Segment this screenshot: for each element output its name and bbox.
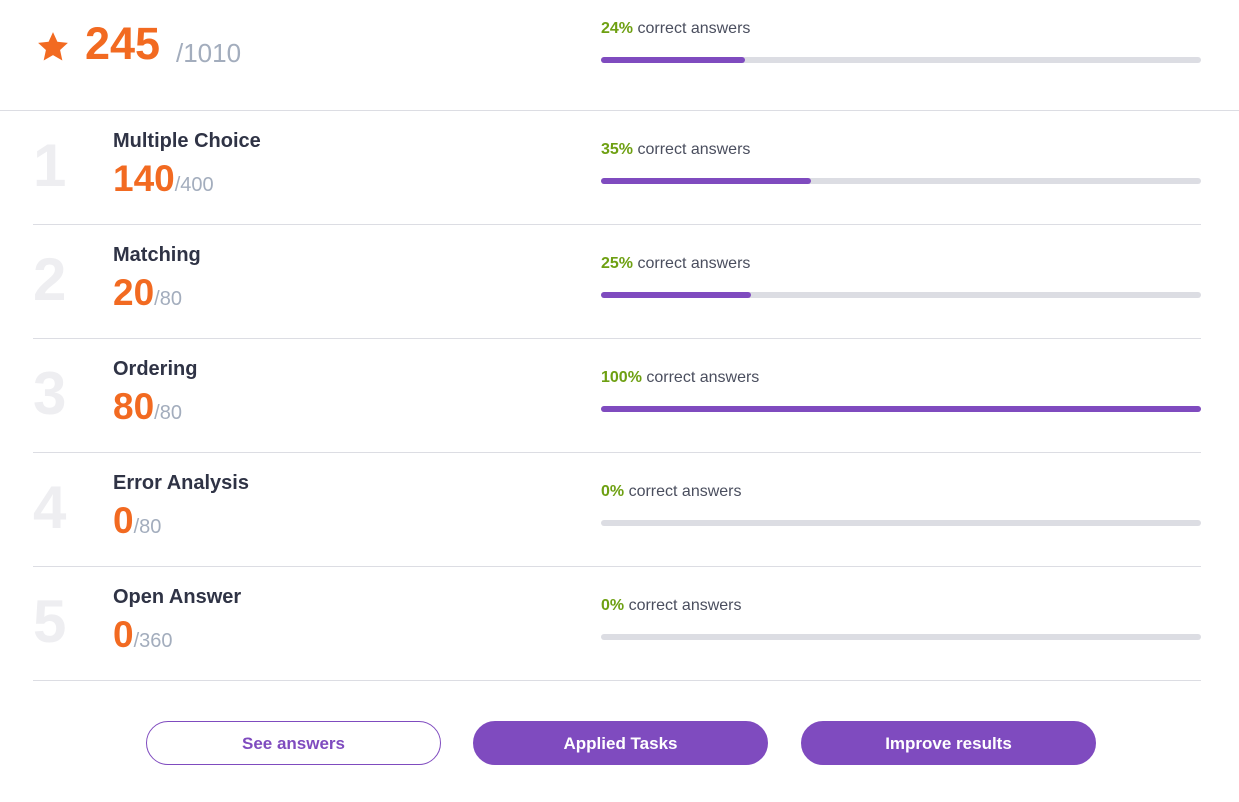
section-caption: correct answers: [628, 597, 742, 614]
section-max-score: /80: [154, 288, 182, 310]
total-progress-track: [601, 57, 1201, 63]
section-caption: correct answers: [637, 255, 751, 272]
total-progress: 24% correct answers: [601, 19, 1201, 63]
total-caption: correct answers: [637, 20, 751, 37]
star-icon: [38, 32, 68, 61]
section-score: 0: [113, 500, 134, 541]
applied-tasks-button[interactable]: Applied Tasks: [473, 721, 768, 765]
section-row-ordering: 3 Ordering 80/80 100% correct answers: [33, 339, 1201, 453]
section-index: 1: [33, 132, 67, 199]
section-percent: 25%: [601, 255, 634, 272]
section-caption: correct answers: [646, 369, 760, 386]
section-row-error-analysis: 4 Error Analysis 0/80 0% correct answers: [33, 453, 1201, 567]
section-caption: correct answers: [637, 141, 751, 158]
section-score: 0: [113, 614, 134, 655]
section-percent: 0%: [601, 483, 625, 500]
improve-results-button[interactable]: Improve results: [801, 721, 1096, 765]
section-index: 5: [33, 588, 67, 655]
total-max-score: /1010: [176, 38, 242, 68]
section-progress-track: [601, 634, 1201, 640]
section-score: 140: [113, 158, 175, 199]
total-score: 245: [85, 18, 161, 69]
section-progress: 100% correct answers: [601, 368, 1201, 412]
section-row-matching: 2 Matching 20/80 25% correct answers: [33, 225, 1201, 339]
section-progress-track: [601, 292, 1201, 298]
section-max-score: /360: [133, 630, 173, 652]
section-row-open-answer: 5 Open Answer 0/360 0% correct answers: [33, 567, 1201, 681]
section-score: 20: [113, 272, 155, 313]
section-max-score: /80: [133, 516, 162, 538]
section-title: Open Answer: [113, 586, 242, 608]
section-caption: correct answers: [628, 483, 742, 500]
section-score: 80: [113, 386, 155, 427]
section-progress: 0% correct answers: [601, 482, 1201, 526]
section-title: Multiple Choice: [113, 130, 261, 152]
section-max-score: /80: [154, 402, 182, 424]
section-index: 4: [33, 474, 67, 541]
total-progress-fill: [601, 57, 745, 63]
total-percent: 24%: [601, 20, 634, 37]
section-title: Error Analysis: [113, 472, 249, 494]
section-progress-fill: [601, 292, 751, 298]
section-progress-fill: [601, 178, 811, 184]
section-progress: 25% correct answers: [601, 254, 1201, 298]
section-index: 3: [33, 360, 67, 427]
section-index: 2: [33, 246, 67, 313]
section-percent: 0%: [601, 597, 625, 614]
section-percent: 100%: [601, 369, 642, 386]
see-answers-button[interactable]: See answers: [146, 721, 441, 765]
section-title: Matching: [113, 244, 201, 266]
section-progress-track: [601, 520, 1201, 526]
section-progress-fill: [601, 406, 1201, 412]
section-title: Ordering: [113, 358, 198, 380]
section-max-score: /400: [174, 174, 214, 196]
section-progress-track: [601, 178, 1201, 184]
section-progress-track: [601, 406, 1201, 412]
section-progress: 35% correct answers: [601, 140, 1201, 184]
results-summary: 245 /1010 24% correct answers: [0, 0, 1239, 111]
section-percent: 35%: [601, 141, 634, 158]
section-row-multiple-choice: 1 Multiple Choice 140/400 35% correct an…: [33, 111, 1201, 225]
section-progress: 0% correct answers: [601, 596, 1201, 640]
